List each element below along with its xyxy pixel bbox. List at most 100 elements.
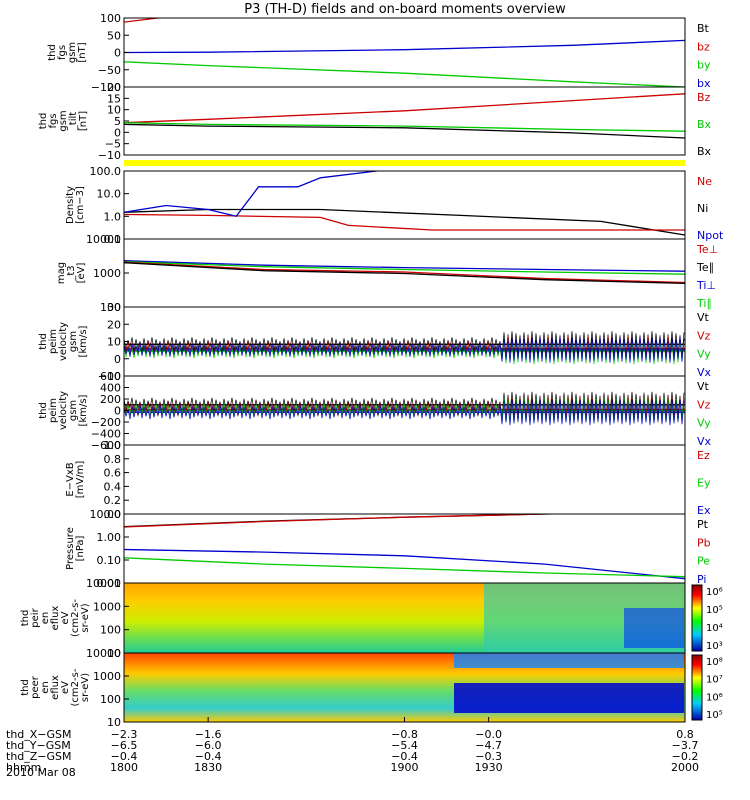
series-line-Bx — [124, 122, 685, 132]
legend-item-bx: bx — [697, 77, 711, 90]
legend: Te⊥ Te∥ Ti⊥ Ti∥ — [696, 243, 718, 310]
velocity-noise — [124, 331, 685, 365]
y-tick-label: 20 — [107, 318, 121, 331]
x-tick-value: −6.0 — [195, 739, 222, 752]
colorbar-tick-label: 10⁵ — [706, 710, 723, 721]
y-tick-label: 0.6 — [104, 467, 122, 480]
legend-item-Pi: Pi — [697, 573, 706, 586]
y-axis-label: thdpeimvelocitygsm[km/s] — [38, 391, 89, 430]
x-row-label: thd_X−GSM — [6, 728, 72, 741]
y-tick-label: 0 — [114, 405, 121, 418]
x-tick-value: 1900 — [391, 761, 419, 774]
y-tick-label: 1.00 — [97, 531, 122, 544]
y-tick-label: 0.4 — [104, 480, 122, 493]
y-tick-label: 1000 — [93, 267, 121, 280]
x-axis-labels: thd_X−GSM −2.3 −1.6 −0.8 −0.0 0.8 thd_Y−GSM −6.… — [6, 717, 699, 774]
y-axis-label: Pressure[nPa] — [65, 527, 86, 570]
y-tick-label: 5 — [114, 115, 121, 128]
series-line-Te∥ — [124, 262, 685, 285]
y-tick-label: 10 — [107, 104, 121, 117]
series-line-Bz — [124, 93, 685, 124]
y-axis-label: thdpeimvelocitygsm[km/s] — [38, 322, 89, 361]
x-tick-value: 2000 — [671, 761, 699, 774]
velocity-noise-Vx — [124, 399, 685, 426]
panel-frame — [123, 444, 686, 515]
legend-item-Npot: Npot — [697, 229, 724, 242]
legend-item-Ti∥: Ti∥ — [696, 297, 712, 310]
y-tick-label: 10000 — [86, 577, 121, 590]
panel-frame — [123, 86, 686, 156]
colorbar: 10⁸ 10⁷ 10⁶ 10⁵ — [691, 654, 723, 721]
y-tick-label: −10 — [98, 370, 121, 383]
legend-item-Pt: Pt — [697, 518, 709, 531]
x-tick-value: −0.4 — [111, 750, 138, 763]
spectrogram-region — [454, 653, 684, 668]
figure-title: P3 (TH-D) fields and on-board moments ov… — [244, 2, 566, 17]
x-tick-value: −0.0 — [475, 728, 502, 741]
x-tick-value: −5.4 — [391, 739, 418, 752]
panel-temperature: 10000 1000 100 mag_t3[eV] Te⊥ Te∥ Ti⊥ Ti∥ — [56, 233, 718, 314]
x-tick-value: −1.6 — [195, 728, 222, 741]
x-tick-value: −4.7 — [475, 739, 502, 752]
x-tick-value: 1830 — [194, 761, 222, 774]
y-tick-label: −400 — [91, 428, 121, 441]
y-tick-label: 1.0 — [104, 210, 122, 223]
panel-peim_velocity: 3020100−10thdpeimvelocitygsm[km/s]VtVzVy… — [38, 301, 712, 383]
x-tick-value: 1800 — [110, 761, 138, 774]
series-line-by — [124, 61, 685, 87]
series-line-Ti∥ — [124, 261, 685, 275]
series-lines — [124, 171, 685, 236]
y-tick-label: 100 — [100, 12, 121, 25]
legend-item-Ti⊥: Ti⊥ — [696, 279, 716, 292]
y-tick-label: −5 — [105, 138, 121, 151]
y-tick-label: 10 — [107, 336, 121, 349]
series-line-bx — [124, 39, 685, 54]
x-tick-value: −0.3 — [475, 750, 502, 763]
y-tick-label: −50 — [98, 64, 121, 77]
series-lines — [124, 18, 685, 87]
legend: Bt bz by bx — [697, 22, 711, 90]
y-axis-label: Density[cm−3] — [65, 186, 86, 224]
y-tick-label: 0 — [114, 126, 121, 139]
y-tick-label: 100 — [100, 693, 121, 706]
legend-item-Ne: Ne — [697, 175, 712, 188]
x-tick-value: −2.3 — [111, 728, 138, 741]
series-line-Pi — [124, 548, 685, 580]
y-tick-label: 600 — [100, 370, 121, 383]
legend-item-Ez: Ez — [697, 449, 710, 462]
y-tick-label: −200 — [91, 416, 121, 429]
legend: Pt Pb Pe Pi — [697, 518, 711, 586]
panel-peir_spectrogram: 10⁶ 10⁵ 10⁴ 10³ 10000 1000 100 10 thdpeireneflux… — [20, 577, 723, 660]
panel-pressure: 10.00 1.00 0.10 0.01 Pressure[nPa] Pt Pb Pe Pi — [65, 508, 711, 590]
velocity-noise-Vx — [124, 336, 685, 363]
colorbar-tick-label: 10⁶ — [706, 587, 723, 598]
y-tick-label: 400 — [100, 382, 121, 395]
legend-item-Vy: Vy — [697, 348, 711, 361]
colorbar-tick-label: 10⁶ — [706, 692, 723, 703]
colorbar-tick-label: 10⁷ — [706, 675, 723, 686]
panel-fgs_gsm: 100 50 0 −50 −100 thdfgsgsm[nT] Bt bz by bx — [47, 12, 711, 94]
y-tick-label: 10 — [107, 716, 121, 729]
flag-bar — [124, 160, 685, 166]
legend: Ne Ni Npot — [697, 175, 724, 242]
legend-item-Vz: Vz — [697, 398, 711, 411]
y-tick-label: 10.00 — [90, 508, 122, 521]
series-line-bz — [124, 18, 163, 23]
series-lines — [124, 260, 685, 285]
series-line-Pb — [124, 514, 583, 528]
legend-item-Te∥: Te∥ — [696, 261, 714, 274]
y-tick-label: 1.0 — [104, 439, 122, 452]
y-tick-label: 0.2 — [104, 494, 122, 507]
legend-item-bz: bz — [697, 40, 710, 53]
y-tick-label: 100 — [100, 624, 121, 637]
colorbar: 10⁶ 10⁵ 10⁴ 10³ — [691, 584, 723, 652]
legend-item-Bz: Bz — [697, 91, 711, 104]
x-tick-value: −0.4 — [195, 750, 222, 763]
colorbar-strip — [691, 654, 703, 721]
x-tick-value: −0.2 — [672, 750, 699, 763]
series-line-Ne — [124, 213, 685, 231]
y-axis-label: thdfgsgsm[nT] — [47, 42, 88, 63]
y-axis-label: thdpeirenefluxeV(cm2-s-sr-eV) — [20, 599, 91, 637]
y-tick-label: 30 — [107, 301, 121, 314]
series-lines — [124, 93, 685, 139]
